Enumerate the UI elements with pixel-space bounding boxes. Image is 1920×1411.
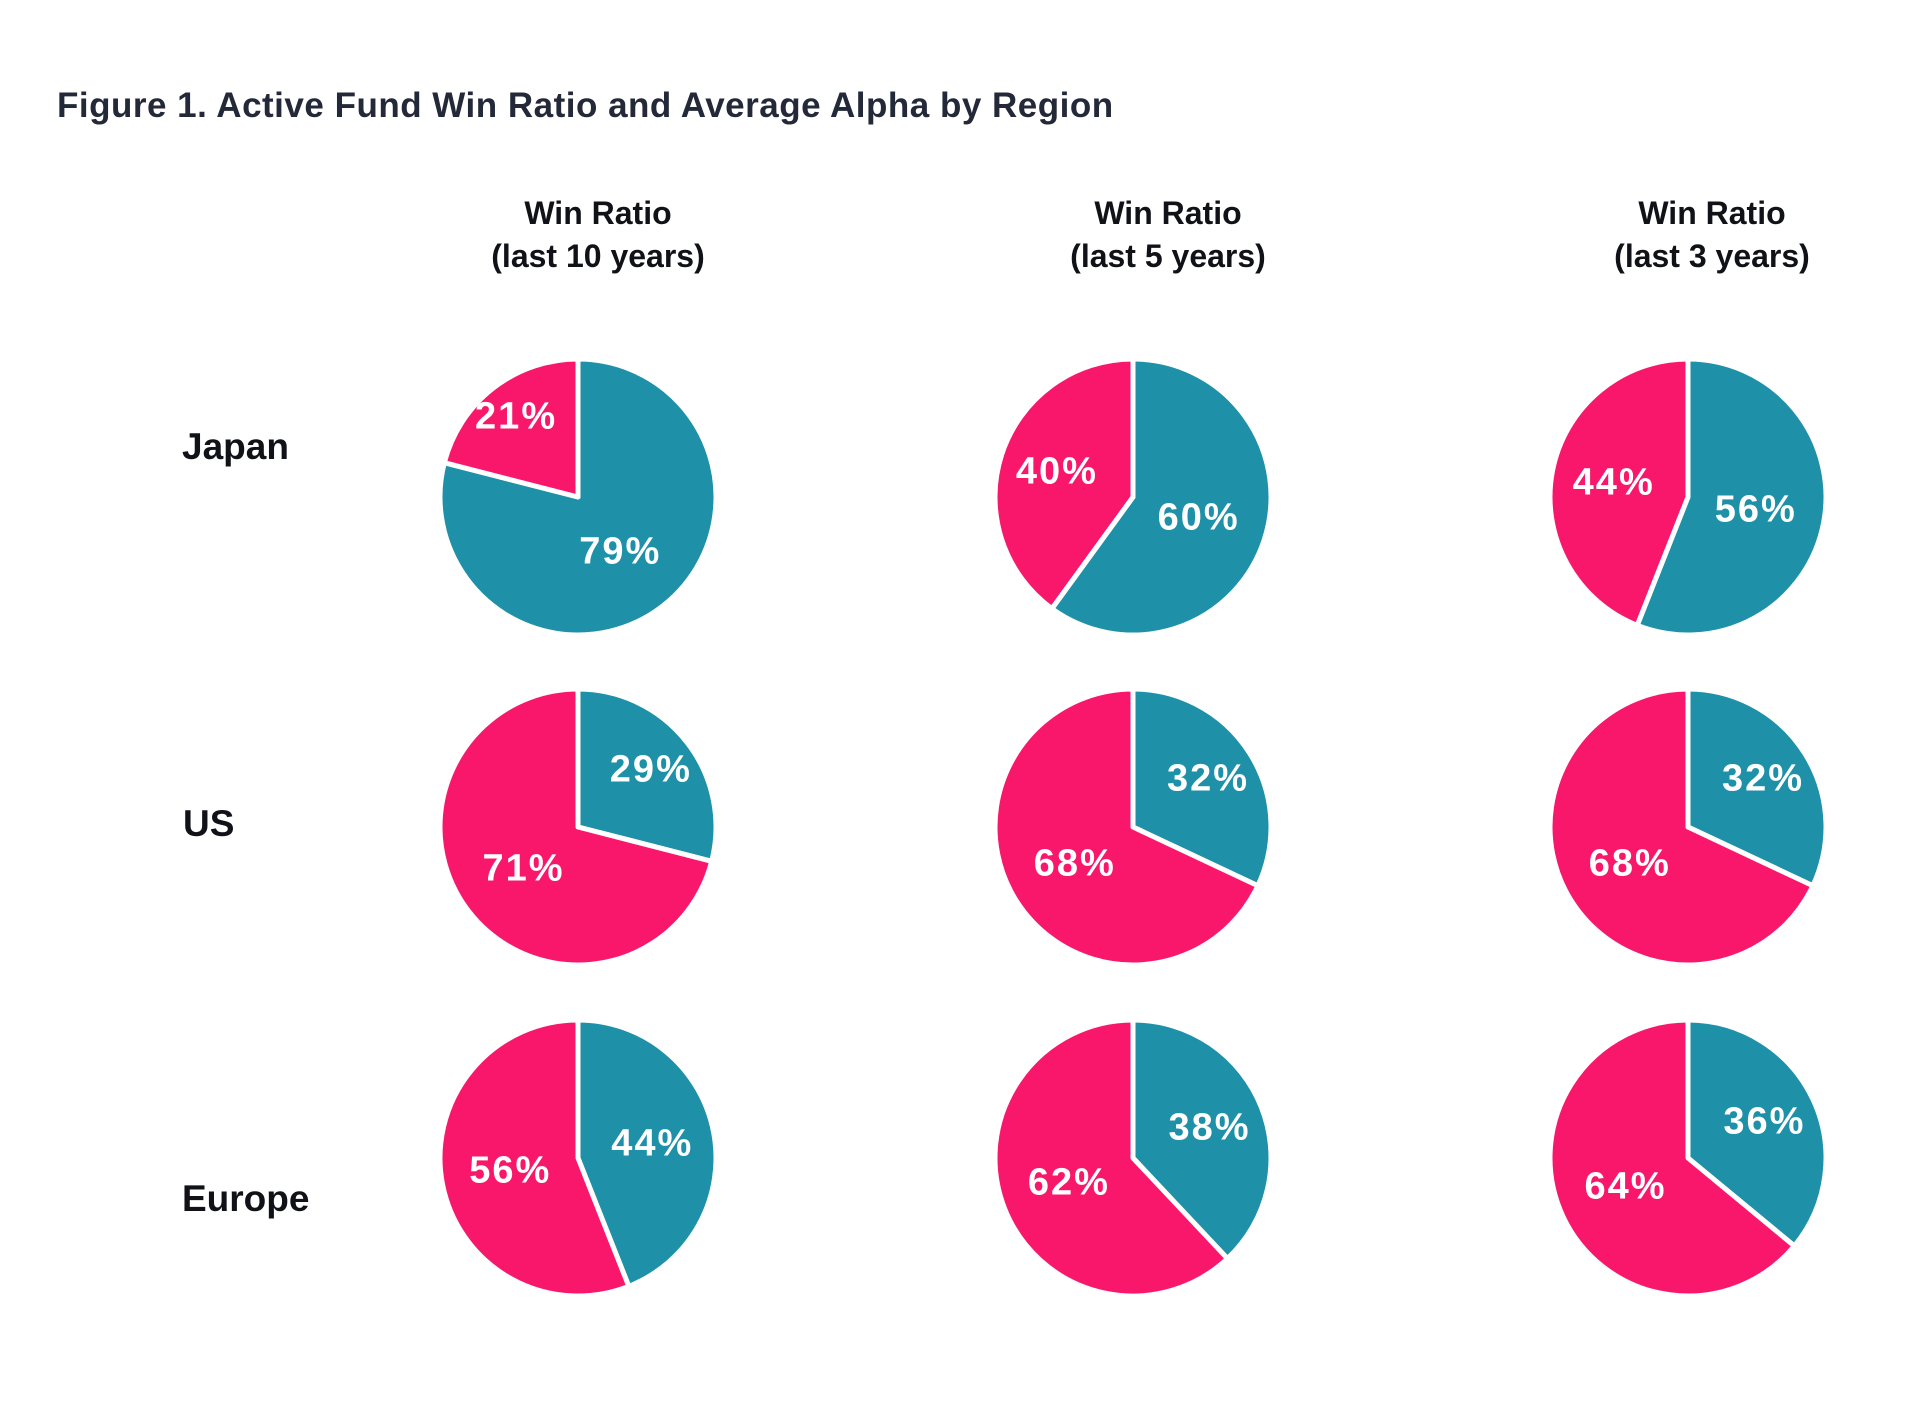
row-label-europe: Europe	[182, 1178, 310, 1219]
pie-chart-svg	[437, 356, 719, 638]
pie-europe-last-10-years: 44% 56%	[433, 1013, 723, 1303]
pie-japan-last-5-years: 60% 40%	[988, 352, 1278, 642]
column-header-line1: Win Ratio	[1094, 195, 1242, 231]
pie-slice-teal	[1634, 356, 1829, 638]
pie-slice-pink	[437, 1017, 632, 1299]
pie-value-label: 32%	[1167, 757, 1250, 800]
pie-japan-last-3-years: 56% 44%	[1543, 352, 1833, 642]
pie-value-label: 40%	[1015, 450, 1098, 493]
pie-value-label: 60%	[1157, 496, 1240, 539]
pie-slice-teal	[1685, 1017, 1829, 1249]
pie-value-label: 44%	[611, 1122, 694, 1165]
pie-value-label: 36%	[1723, 1100, 1806, 1143]
pie-value-label: 56%	[469, 1149, 552, 1192]
row-label-us: US	[183, 803, 235, 844]
pie-chart-svg	[1547, 1017, 1829, 1299]
column-header-line1: Win Ratio	[1638, 195, 1786, 231]
pie-slice-teal	[575, 686, 719, 864]
pie-chart-svg	[437, 1017, 719, 1299]
pie-chart-svg	[992, 356, 1274, 638]
column-header-last-5-years: Win Ratio (last 5 years)	[958, 192, 1378, 278]
row-label-japan: Japan	[182, 426, 289, 467]
pie-europe-last-5-years: 38% 62%	[988, 1013, 1278, 1303]
pie-value-label: 21%	[475, 395, 558, 438]
pie-slice-teal	[575, 1017, 719, 1289]
column-header-line2: (last 3 years)	[1614, 238, 1810, 274]
pie-value-label: 62%	[1027, 1161, 1110, 1204]
pie-chart-svg	[992, 686, 1274, 968]
pie-value-label: 44%	[1572, 461, 1655, 504]
pie-us-last-3-years: 32% 68%	[1543, 682, 1833, 972]
pie-value-label: 64%	[1584, 1165, 1667, 1208]
column-header-last-10-years: Win Ratio (last 10 years)	[388, 192, 808, 278]
pie-chart-svg	[437, 686, 719, 968]
pie-slice-pink	[1547, 686, 1816, 968]
pie-slice-teal	[1049, 356, 1274, 638]
pie-chart-svg	[992, 1017, 1274, 1299]
column-header-line1: Win Ratio	[524, 195, 672, 231]
pie-value-label: 56%	[1714, 488, 1797, 531]
pie-slice-pink	[992, 686, 1261, 968]
pie-value-label: 29%	[609, 748, 692, 791]
pie-chart-svg	[1547, 356, 1829, 638]
column-header-line2: (last 5 years)	[1070, 238, 1266, 274]
pie-europe-last-3-years: 36% 64%	[1543, 1013, 1833, 1303]
pie-slice-pink	[992, 1017, 1230, 1299]
column-header-last-3-years: Win Ratio (last 3 years)	[1502, 192, 1920, 278]
pie-value-label: 38%	[1168, 1106, 1251, 1149]
pie-value-label: 71%	[482, 847, 565, 890]
pie-slice-pink	[1547, 1017, 1797, 1299]
pie-value-label: 68%	[1588, 842, 1671, 885]
pie-value-label: 32%	[1722, 757, 1805, 800]
pie-japan-last-10-years: 79% 21%	[433, 352, 723, 642]
column-header-line2: (last 10 years)	[491, 238, 705, 274]
pie-chart-svg	[1547, 686, 1829, 968]
pie-slice-pink	[437, 686, 715, 968]
pie-value-label: 68%	[1033, 842, 1116, 885]
pie-slice-pink	[441, 356, 581, 500]
pie-slice-teal	[1130, 1017, 1274, 1262]
pie-us-last-5-years: 32% 68%	[988, 682, 1278, 972]
pie-slice-pink	[992, 356, 1136, 612]
pie-slice-teal	[1130, 686, 1274, 889]
figure-title: Figure 1. Active Fund Win Ratio and Aver…	[57, 86, 1114, 125]
pie-us-last-10-years: 29% 71%	[433, 682, 723, 972]
pie-slice-pink	[1547, 356, 1691, 628]
pie-value-label: 79%	[579, 530, 662, 573]
pie-slice-teal	[1685, 686, 1829, 889]
